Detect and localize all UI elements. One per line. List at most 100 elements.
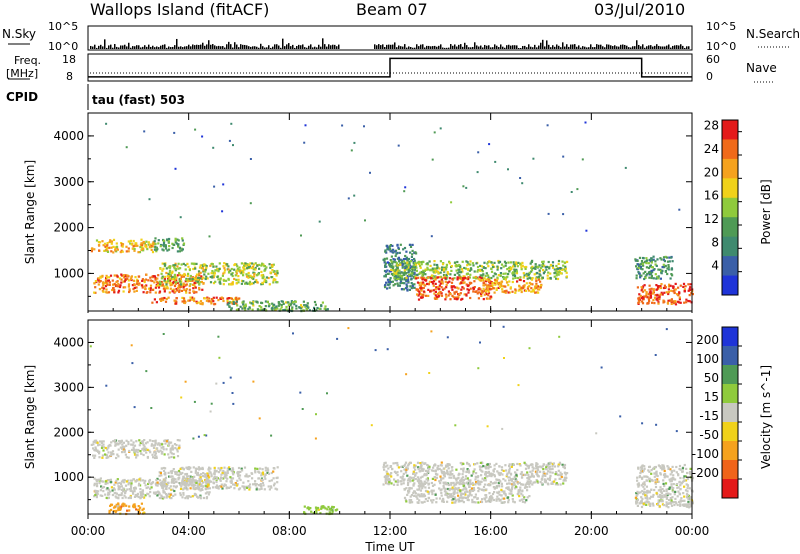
data-cell xyxy=(221,487,224,490)
data-cell xyxy=(484,283,487,286)
data-cell xyxy=(506,486,509,489)
data-cell xyxy=(107,279,110,282)
nsky-bar xyxy=(610,45,612,49)
data-cell xyxy=(254,480,257,483)
data-cell xyxy=(188,299,191,302)
data-cell xyxy=(272,279,275,282)
data-cell xyxy=(674,303,678,306)
nsky-bar xyxy=(198,44,200,49)
data-cell xyxy=(414,492,417,495)
data-cell xyxy=(107,496,110,499)
data-cell xyxy=(655,288,658,291)
data-cell xyxy=(178,289,181,292)
data-cell xyxy=(315,510,318,513)
nsky-bar xyxy=(574,44,576,49)
data-cell xyxy=(219,468,222,471)
data-cell xyxy=(458,293,461,296)
data-cell xyxy=(191,283,195,286)
data-cell xyxy=(100,480,103,483)
data-cell xyxy=(645,274,648,277)
data-cell xyxy=(427,288,430,291)
nsky-bar xyxy=(310,44,312,49)
data-cell xyxy=(556,267,559,270)
data-cell xyxy=(173,443,177,446)
data-cell xyxy=(683,290,686,293)
data-cell xyxy=(177,262,180,265)
nsky-bar xyxy=(608,44,610,49)
data-cell xyxy=(277,301,280,304)
data-cell xyxy=(239,305,242,308)
nsky-bar xyxy=(550,47,552,49)
data-cell xyxy=(487,265,490,268)
data-cell xyxy=(508,479,511,482)
data-cell xyxy=(383,462,386,465)
data-cell xyxy=(444,280,447,283)
data-cell xyxy=(133,286,136,289)
data-cell xyxy=(177,245,180,248)
data-cell xyxy=(250,282,253,285)
data-cell xyxy=(231,302,234,305)
data-cell xyxy=(483,277,486,280)
data-cell xyxy=(154,242,157,245)
data-cell xyxy=(159,449,162,452)
data-cell xyxy=(186,262,189,265)
data-cell xyxy=(429,264,432,267)
data-cell xyxy=(172,494,175,497)
nsky-bar xyxy=(616,46,618,49)
data-cell xyxy=(403,273,406,276)
data-cell xyxy=(266,300,269,303)
data-cell xyxy=(461,260,464,263)
data-cell xyxy=(227,278,230,281)
data-cell xyxy=(167,441,171,444)
data-cell xyxy=(400,470,403,473)
data-cell xyxy=(123,503,126,506)
data-cell xyxy=(130,243,133,246)
data-cell xyxy=(101,486,104,489)
data-cell xyxy=(193,297,196,300)
data-cell xyxy=(386,247,389,250)
data-cell xyxy=(636,479,639,482)
data-cell xyxy=(254,268,257,271)
data-cell xyxy=(643,277,646,281)
data-cell xyxy=(99,489,102,492)
data-cell xyxy=(198,495,201,498)
data-cell xyxy=(235,272,238,275)
data-cell xyxy=(523,496,526,499)
nsky-bar xyxy=(612,46,614,49)
data-cell xyxy=(465,260,468,263)
data-cell xyxy=(465,293,468,296)
data-cell xyxy=(433,267,437,270)
data-cell xyxy=(166,495,169,498)
data-cell xyxy=(517,261,520,264)
data-cell xyxy=(108,283,111,286)
data-cell xyxy=(406,268,409,271)
data-cell xyxy=(120,281,123,284)
nsky-bar xyxy=(536,47,538,49)
data-cell xyxy=(416,488,419,491)
data-cell xyxy=(463,482,466,485)
data-cell xyxy=(427,294,430,297)
data-cell xyxy=(431,158,434,161)
data-cell xyxy=(490,270,494,273)
data-cell xyxy=(103,287,106,290)
data-cell xyxy=(186,280,189,283)
nsky-bar xyxy=(138,45,140,49)
data-cell xyxy=(261,277,264,280)
data-cell xyxy=(102,446,106,449)
data-cell xyxy=(431,493,434,496)
nsky-bar xyxy=(490,47,492,49)
data-cell xyxy=(195,487,198,490)
data-cell xyxy=(510,267,513,270)
data-cell xyxy=(468,464,471,467)
data-cell xyxy=(642,297,645,300)
nsky-bar xyxy=(580,47,582,49)
data-cell xyxy=(432,284,435,287)
data-cell xyxy=(277,304,280,307)
data-cell xyxy=(114,441,117,444)
data-cell xyxy=(161,284,164,287)
data-cell xyxy=(176,289,179,292)
data-cell xyxy=(329,508,332,511)
data-cell xyxy=(403,246,407,250)
data-cell xyxy=(447,467,450,470)
nsky-bar xyxy=(418,46,420,49)
